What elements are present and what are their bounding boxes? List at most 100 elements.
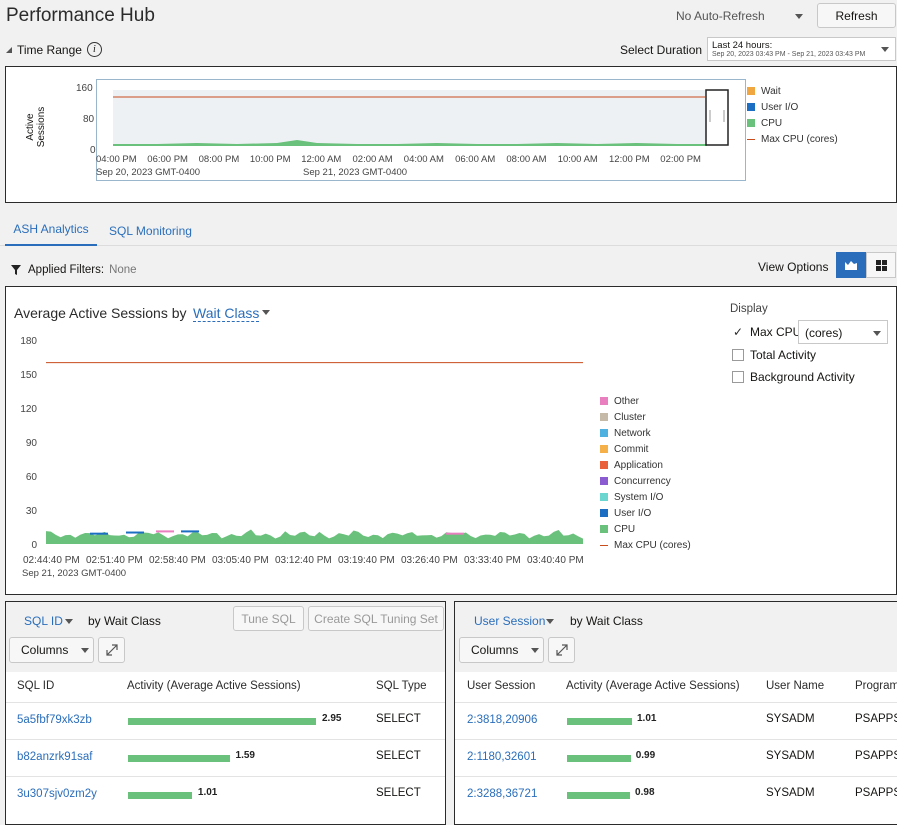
checkmark-icon: ✓ xyxy=(732,325,744,339)
chevron-down-icon xyxy=(873,331,881,336)
legend-swatch xyxy=(747,87,755,95)
program: PSAPPSR xyxy=(855,787,897,799)
tab-sql-monitoring[interactable]: SQL Monitoring xyxy=(109,224,192,238)
time-range-label: Time Range xyxy=(17,42,82,57)
legend-item[interactable]: Other xyxy=(600,393,691,409)
dimension-select[interactable]: Wait Class xyxy=(193,305,260,322)
ylabel-line2: Sessions xyxy=(36,106,47,148)
legend-item[interactable]: Cluster xyxy=(600,409,691,425)
duration-select[interactable]: Last 24 hours: Sep 20, 2023 03:43 PM - S… xyxy=(707,37,896,61)
overview-xtick: 04:00 AM xyxy=(403,154,444,165)
create-tuning-set-button[interactable]: Create SQL Tuning Set xyxy=(308,606,444,631)
legend-swatch xyxy=(600,461,608,469)
user-dimension-select[interactable]: User Session xyxy=(474,614,546,628)
total-activity-checkbox[interactable]: Total Activity xyxy=(732,348,816,362)
legend-item[interactable]: Commit xyxy=(600,441,691,457)
chart-view-button[interactable] xyxy=(836,252,866,278)
treemap-view-button[interactable] xyxy=(866,252,896,278)
legend-swatch xyxy=(600,509,608,517)
applied-filters-value: None xyxy=(109,264,137,276)
user-session-link[interactable]: 2:3818,20906 xyxy=(467,714,538,726)
col-header[interactable]: User Session xyxy=(467,680,536,692)
table-row[interactable]: 2:3818,20906 1.01 SYSADM PSAPPSR xyxy=(455,702,897,739)
columns-label: Columns xyxy=(21,643,69,657)
overview-xtick: 10:00 PM xyxy=(249,154,291,165)
overview-xtick: 04:00 PM xyxy=(96,154,137,165)
activity-value: 1.01 xyxy=(197,787,218,798)
legend-item: User I/O xyxy=(747,99,838,115)
legend-label: System I/O xyxy=(614,491,664,503)
user-by-label: by Wait Class xyxy=(570,614,643,628)
auto-refresh-select[interactable]: No Auto-Refresh xyxy=(676,9,803,23)
tab-ash-analytics[interactable]: ASH Analytics xyxy=(5,214,97,246)
legend-label: Commit xyxy=(614,443,649,455)
overview-selection-box xyxy=(705,89,729,146)
overview-chart-frame[interactable]: 04:00 PM 06:00 PM 08:00 PM 10:00 PM 12:00 AM… xyxy=(96,79,746,181)
ash-ytick: 180 xyxy=(20,336,37,347)
overview-cpu-area xyxy=(113,140,707,146)
legend-label: Other xyxy=(614,395,640,407)
table-row[interactable]: 2:3288,36721 0.98 SYSADM PSAPPSR xyxy=(455,776,897,813)
col-header[interactable]: Activity (Average Active Sessions) xyxy=(127,680,301,692)
refresh-button[interactable]: Refresh xyxy=(817,3,896,28)
tab-bar: ASH Analytics SQL Monitoring xyxy=(0,214,897,246)
legend-label: Max CPU (cores) xyxy=(761,133,838,145)
activity-bar xyxy=(128,718,316,725)
chevron-down-icon xyxy=(794,14,803,20)
col-header[interactable]: Activity (Average Active Sessions) xyxy=(566,680,740,692)
sql-id-link[interactable]: 5a5fbf79xk3zb xyxy=(17,714,92,726)
sql-id-link[interactable]: b82anzrk91saf xyxy=(17,751,93,763)
user-session-link[interactable]: 2:1180,32601 xyxy=(467,751,537,763)
wait-class-speck xyxy=(156,530,174,533)
col-header[interactable]: SQL ID xyxy=(17,680,55,692)
max-cpu-unit-select[interactable]: (cores) xyxy=(798,320,888,344)
max-cpu-unit: (cores) xyxy=(805,326,843,340)
info-icon[interactable]: i xyxy=(86,42,102,57)
treemap-icon xyxy=(875,259,887,271)
tune-sql-button[interactable]: Tune SQL xyxy=(233,606,304,631)
overview-xtick: 12:00 AM xyxy=(301,154,342,165)
legend-item[interactable]: Max CPU (cores) xyxy=(600,537,691,553)
table-row[interactable]: 5a5fbf79xk3zb 2.95 SELECT xyxy=(6,702,445,739)
legend-item[interactable]: CPU xyxy=(600,521,691,537)
ash-legend: Other Cluster Network Commit Application Conc… xyxy=(600,393,691,553)
col-header[interactable]: SQL Type xyxy=(376,680,427,692)
select-duration-label: Select Duration xyxy=(620,43,703,57)
legend-swatch xyxy=(600,544,608,546)
collapse-triangle-icon xyxy=(6,46,12,53)
user-name: SYSADM xyxy=(766,713,815,725)
ash-chart[interactable]: 180 150 120 90 60 30 0 02:44:40 PM 02:51:40 PM 02… xyxy=(6,327,606,567)
ash-xtick: 03:12:40 PM xyxy=(275,555,332,566)
table-row[interactable]: b82anzrk91saf 1.59 SELECT xyxy=(6,739,445,776)
ash-xtick: 03:05:40 PM xyxy=(212,555,269,566)
ash-xtick: 03:19:40 PM xyxy=(338,555,395,566)
overview-legend: Wait User I/O CPU Max CPU (cores) xyxy=(747,83,838,147)
sql-id-link[interactable]: 3u307sjv0zm2y xyxy=(17,788,97,800)
columns-button[interactable]: Columns xyxy=(459,637,544,663)
sql-dimension-select[interactable]: SQL ID xyxy=(24,614,63,628)
chevron-down-icon xyxy=(881,47,889,52)
legend-item[interactable]: User I/O xyxy=(600,505,691,521)
table-row[interactable]: 2:1180,32601 0.99 SYSADM PSAPPSR xyxy=(455,739,897,776)
wait-class-speck xyxy=(126,531,144,534)
wait-class-speck xyxy=(181,530,199,533)
expand-button[interactable] xyxy=(548,637,575,663)
legend-item[interactable]: System I/O xyxy=(600,489,691,505)
col-header[interactable]: User Name xyxy=(766,680,825,692)
legend-item[interactable]: Network xyxy=(600,425,691,441)
time-range-toggle[interactable]: Time Range i xyxy=(6,42,102,57)
columns-button[interactable]: Columns xyxy=(9,637,94,663)
col-header[interactable]: Program xyxy=(855,680,897,692)
program: PSAPPSR xyxy=(855,750,897,762)
legend-item[interactable]: Application xyxy=(600,457,691,473)
max-cpu-label: Max CPU xyxy=(750,325,802,339)
max-cpu-checkbox[interactable]: ✓ Max CPU xyxy=(732,325,801,339)
user-session-link[interactable]: 2:3288,36721 xyxy=(467,788,538,800)
legend-label: User I/O xyxy=(761,101,799,113)
table-row[interactable]: 3u307sjv0zm2y 1.01 SELECT xyxy=(6,776,445,813)
expand-button[interactable] xyxy=(98,637,125,663)
legend-item[interactable]: Concurrency xyxy=(600,473,691,489)
legend-swatch xyxy=(747,119,755,127)
background-activity-checkbox[interactable]: Background Activity xyxy=(732,370,855,384)
legend-label: CPU xyxy=(614,523,636,535)
